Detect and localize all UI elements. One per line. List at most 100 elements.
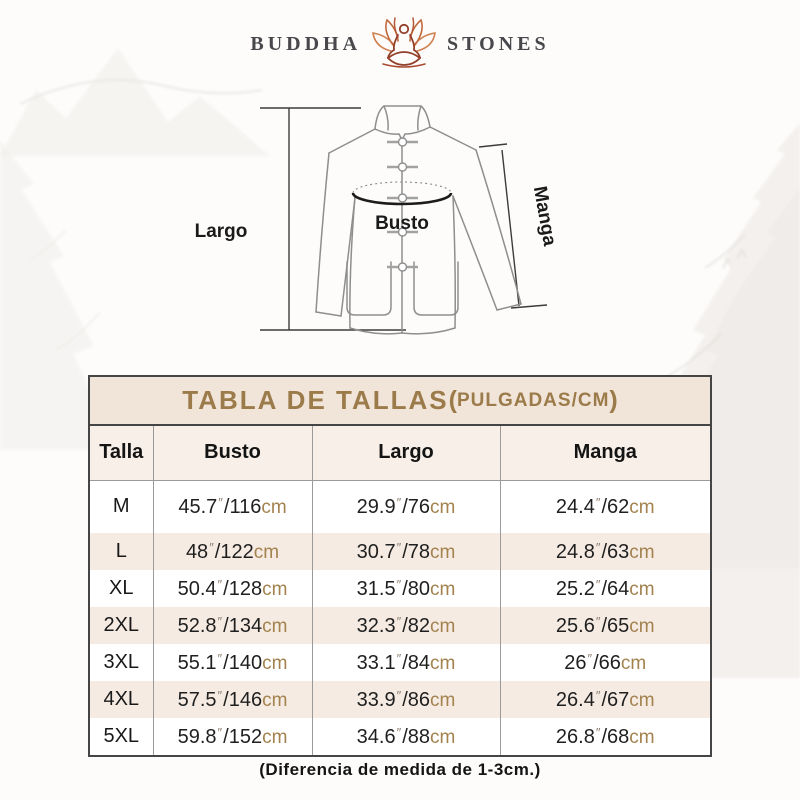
inch-mark: ″ [218, 494, 223, 510]
brand-name-left: BUDDHA [250, 32, 362, 55]
cm-unit: cm [430, 541, 456, 563]
size-label: 3XL [103, 651, 140, 673]
cm-unit: cm [620, 652, 647, 674]
value-cm: 122 [220, 540, 254, 563]
busto-label: Busto [375, 213, 429, 234]
column-header-largo: Largo [311, 426, 500, 481]
close-paren: ) [609, 386, 618, 414]
cm-unit: cm [629, 615, 655, 637]
left-pocket [346, 261, 392, 316]
value-cm: 76 [407, 495, 431, 518]
busto-cell: 52.8″/134cm [152, 607, 312, 644]
value-cm: 140 [228, 651, 263, 674]
value-inches: 50.4 [177, 577, 217, 600]
value-cm: 65 [607, 614, 630, 637]
brand-logo: BUDDHA STONES [0, 16, 800, 72]
cm-unit: cm [262, 652, 288, 674]
slash: / [601, 540, 608, 563]
largo-cell: 34.6″/88cm [311, 718, 500, 755]
inch-mark: ″ [595, 576, 601, 592]
cm-unit: cm [430, 578, 456, 600]
cm-unit: cm [262, 726, 288, 748]
value-inches: 57.5 [177, 688, 217, 711]
size-chart: TABLA DE TALLAS(PULGADAS/CM) Talla Busto… [88, 375, 712, 757]
table-row-l: L 48″/122cm 30.7″/78cm 24.8″/63cm [90, 533, 710, 570]
inch-mark: ″ [396, 539, 402, 555]
busto-cell: 59.8″/152cm [152, 718, 312, 755]
frog-buttons [387, 137, 418, 272]
cm-unit: cm [430, 496, 456, 518]
value-inches: 24.4 [555, 495, 595, 518]
slash: / [223, 495, 230, 518]
value-cm: 66 [598, 651, 621, 674]
size-label: M [112, 495, 130, 518]
value-cm: 82 [407, 614, 431, 637]
inch-mark: ″ [595, 687, 601, 703]
inch-mark: ″ [396, 650, 402, 666]
value-inches: 25.2 [555, 577, 595, 600]
garment-measurement-diagram: Largo Manga Busto [195, 105, 560, 335]
slash: / [402, 725, 408, 748]
slash: / [601, 577, 608, 600]
inch-mark: ″ [396, 576, 402, 592]
value-inches: 45.7 [178, 495, 218, 518]
table-title-bar: TABLA DE TALLAS(PULGADAS/CM) [90, 377, 710, 426]
cm-unit: cm [430, 652, 456, 674]
slash: / [223, 725, 229, 748]
brand-name-right: STONES [447, 32, 550, 55]
cm-unit: cm [629, 726, 655, 748]
size-label: L [115, 540, 127, 562]
value-cm: 67 [607, 688, 630, 711]
value-cm: 116 [229, 495, 262, 518]
value-inches: 26.8 [555, 725, 595, 748]
inch-mark: ″ [587, 650, 593, 666]
slash: / [223, 651, 229, 674]
value-cm: 86 [407, 688, 431, 711]
value-cm: 146 [228, 688, 263, 711]
manga-label: Manga [529, 185, 560, 248]
slash: / [601, 495, 608, 518]
inch-mark: ″ [209, 539, 214, 555]
table-row-3xl: 3XL 55.1″/140cm 33.1″/84cm 26″/66cm [90, 644, 710, 681]
value-inches: 33.9 [356, 688, 396, 711]
busto-cell: 50.4″/128cm [152, 570, 312, 607]
manga-cell: 26″/66cm [499, 644, 710, 681]
cm-unit: cm [262, 689, 288, 711]
slash: / [402, 577, 408, 600]
value-cm: 128 [228, 577, 263, 600]
slash: / [402, 688, 408, 711]
largo-cell: 30.7″/78cm [311, 533, 500, 570]
value-cm: 134 [228, 614, 263, 637]
largo-cell: 33.9″/86cm [311, 681, 500, 718]
largo-cell: 31.5″/80cm [311, 570, 500, 607]
value-inches: 29.9 [356, 495, 396, 518]
busto-ellipse-solid-bottom [351, 192, 453, 206]
cm-unit: cm [262, 615, 288, 637]
value-inches: 59.8 [177, 725, 217, 748]
table-subtitle: PULGADAS/CM [456, 389, 610, 411]
inch-mark: ″ [595, 539, 601, 555]
value-cm: 78 [407, 540, 431, 563]
measurement-tolerance-note: (Diferencia de medida de 1-3cm.) [259, 760, 541, 779]
inch-mark: ″ [396, 687, 402, 703]
value-cm: 63 [607, 540, 630, 563]
slash: / [402, 540, 408, 563]
manga-dimension-lines [478, 143, 548, 309]
size-label: XL [109, 577, 134, 599]
inch-mark: ″ [217, 724, 223, 740]
value-inches: 32.3 [356, 614, 396, 637]
cm-unit: cm [629, 578, 655, 600]
table-title: TABLA DE TALLAS [182, 385, 449, 415]
inch-mark: ″ [396, 724, 402, 740]
value-inches: 30.7 [356, 540, 396, 563]
right-pocket [413, 261, 459, 316]
size-label: 2XL [103, 614, 140, 636]
largo-cell: 32.3″/82cm [311, 607, 500, 644]
table-row-xl: XL 50.4″/128cm 31.5″/80cm 25.2″/64cm [90, 570, 710, 607]
cm-unit: cm [430, 615, 456, 637]
value-inches: 33.1 [356, 651, 396, 674]
cm-unit: cm [629, 496, 655, 518]
value-inches: 34.6 [356, 725, 396, 748]
slash: / [223, 577, 229, 600]
size-label: 4XL [103, 688, 140, 710]
